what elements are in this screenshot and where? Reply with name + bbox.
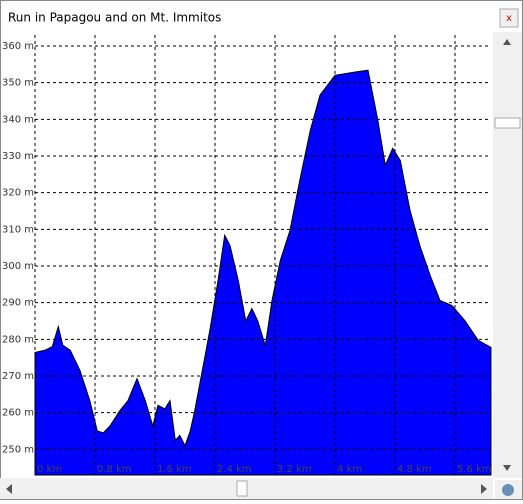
scroll-left[interactable] (6, 484, 12, 494)
x-tick-label: 0.8 km (97, 464, 132, 475)
h-thumb[interactable] (236, 480, 248, 497)
scroll-down[interactable] (503, 465, 511, 471)
y-tick-label: 260 m (2, 408, 34, 419)
v-thumb[interactable] (494, 117, 521, 129)
y-tick-label: 280 m (2, 334, 34, 345)
y-tick-label: 320 m (2, 188, 34, 199)
y-tick-label: 330 m (2, 151, 34, 162)
x-tick-label: 4.8 km (397, 464, 432, 475)
v-scrollbar[interactable] (493, 32, 522, 478)
window-title: Run in Papagou and on Mt. Immitos (8, 11, 221, 25)
x-tick-label: 3.2 km (277, 464, 312, 475)
x-tick-label: 2.4 km (217, 464, 252, 475)
x-tick-label: 1.6 km (157, 464, 192, 475)
close-button[interactable] (499, 8, 519, 28)
y-tick-label: 310 m (2, 224, 34, 235)
x-tick-label: 5.6 km (457, 464, 492, 475)
x-tick-label: 0 km (37, 464, 62, 475)
scroll-up[interactable] (503, 39, 511, 45)
y-tick-label: 340 m (2, 114, 34, 125)
scroll-right[interactable] (481, 484, 487, 494)
elevation-area (34, 69, 492, 476)
x-tick-label: 4 km (337, 464, 362, 475)
y-tick-label: 270 m (2, 371, 34, 382)
y-tick-label: 290 m (2, 298, 34, 309)
y-tick-label: 350 m (2, 78, 34, 89)
corner-icon[interactable] (502, 484, 514, 496)
y-tick-label: 360 m (2, 41, 34, 52)
y-tick-label: 300 m (2, 261, 34, 272)
y-tick-label: 250 m (2, 444, 34, 455)
close-label[interactable]: x (506, 13, 512, 24)
